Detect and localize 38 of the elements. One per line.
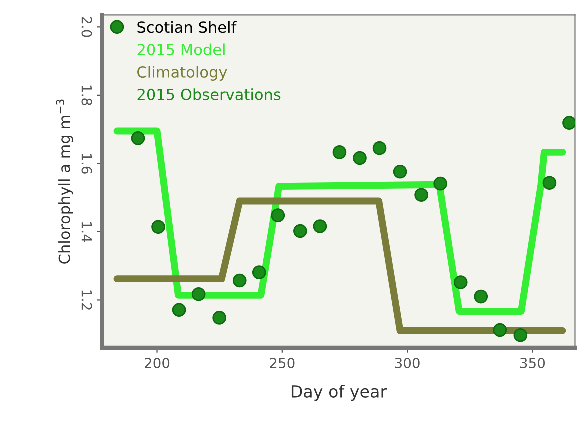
point <box>131 132 146 146</box>
point <box>192 288 206 302</box>
point <box>294 224 308 238</box>
point <box>252 266 266 280</box>
point <box>414 188 428 202</box>
legend-title: Scotian Shelf <box>138 21 237 34</box>
point <box>172 303 186 318</box>
point <box>372 141 387 156</box>
text: Climatology <box>138 66 228 81</box>
point <box>152 220 166 234</box>
y-tick-label: 2.0 <box>82 17 92 38</box>
x-tick-label: 200 <box>145 358 170 368</box>
y-tick-label: 1.6 <box>82 154 92 174</box>
point <box>212 311 226 325</box>
y-tick-label: 1.4 <box>82 222 92 242</box>
x-tick-label: 350 <box>520 358 546 368</box>
point <box>454 276 468 290</box>
point <box>110 20 124 34</box>
point <box>332 146 347 160</box>
x-tick-label: 250 <box>270 358 295 368</box>
point <box>271 208 286 222</box>
point <box>393 164 408 179</box>
point <box>474 290 488 304</box>
point <box>353 151 367 166</box>
text: 2015 Observations <box>138 88 281 100</box>
point <box>434 176 448 191</box>
x-axis-title: Day of year <box>292 385 388 402</box>
y-axis-title: Chlorophyll a mg m$^{−3}$ <box>56 100 74 264</box>
x-tick-label: 300 <box>395 358 420 368</box>
y-tick-label: 1.8 <box>82 86 92 106</box>
point <box>232 274 247 288</box>
point <box>313 220 328 234</box>
text: 2015 Model <box>138 44 225 56</box>
point <box>542 176 557 190</box>
point <box>514 328 528 342</box>
y-tick-label: 1.2 <box>82 290 92 310</box>
point <box>493 323 508 338</box>
point <box>562 116 576 130</box>
